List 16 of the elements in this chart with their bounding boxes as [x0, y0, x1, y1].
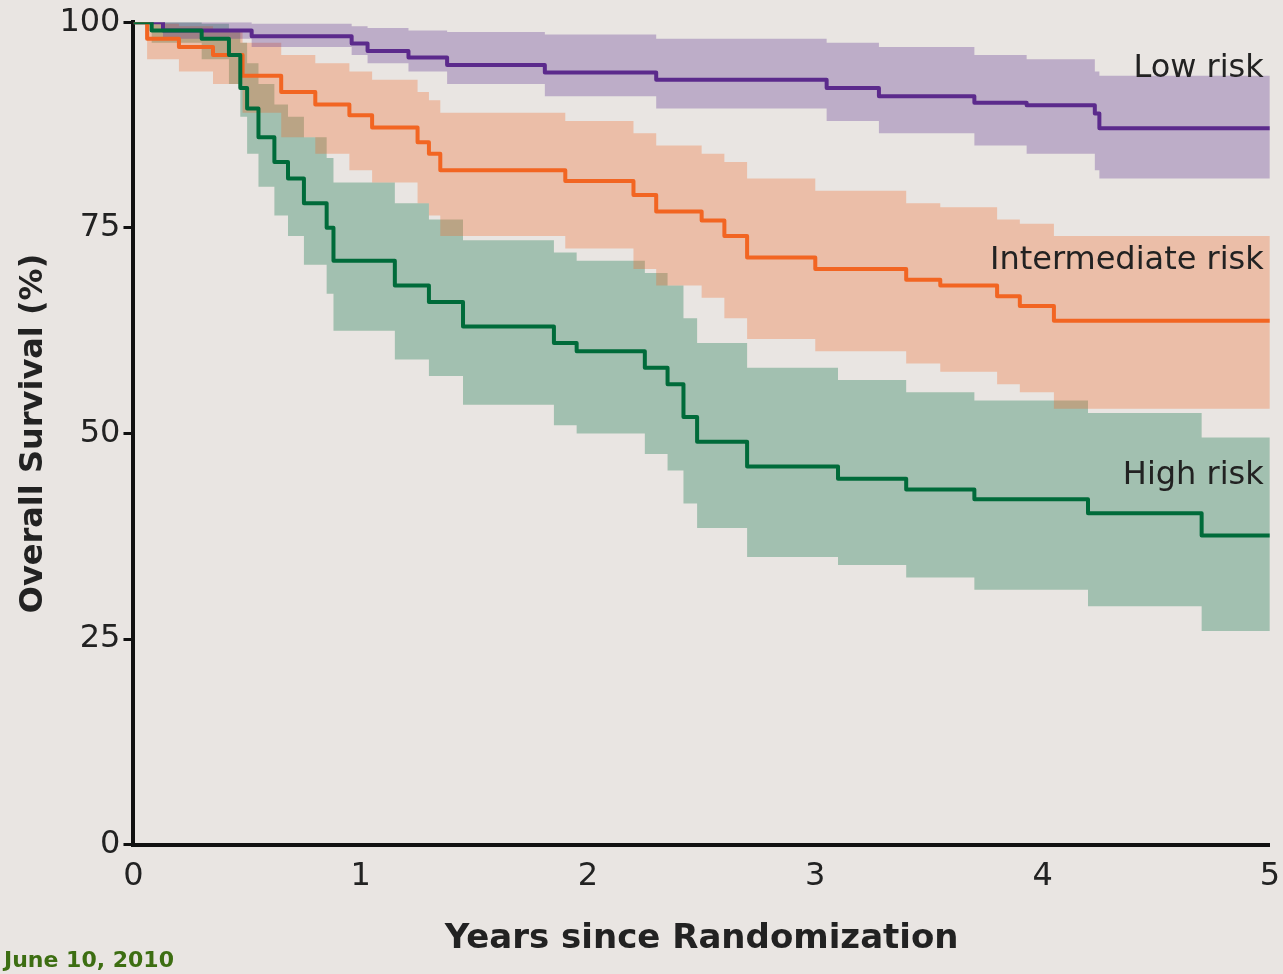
- x-tick-label: 4: [1032, 855, 1053, 894]
- y-tick-label: 25: [79, 617, 121, 656]
- y-tick-label: 75: [79, 206, 121, 245]
- x-tick-label: 3: [805, 855, 826, 894]
- y-tick-label: 100: [59, 0, 121, 39]
- text: June 10, 2010: [2, 946, 174, 972]
- series-label: High risk: [1122, 453, 1265, 492]
- y-axis-title: Overall Survival (%): [11, 253, 50, 614]
- x-tick-label: 1: [350, 855, 371, 894]
- x-axis-title: Years since Randomization: [443, 916, 959, 957]
- y-tick-label: 0: [100, 823, 121, 862]
- x-tick-label: 2: [577, 855, 599, 894]
- x-tick-label: 5: [1259, 855, 1280, 894]
- y-tick-label: 50: [79, 411, 121, 450]
- series-label: Intermediate risk: [989, 239, 1265, 278]
- series-label: Low risk: [1133, 46, 1265, 85]
